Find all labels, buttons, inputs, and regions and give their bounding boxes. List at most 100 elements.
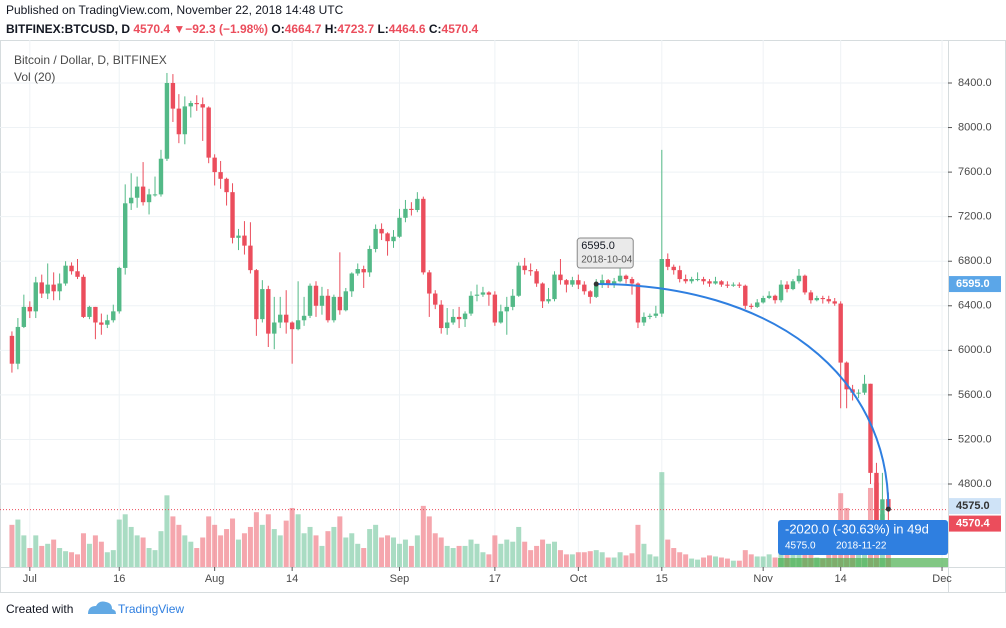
volume-bar xyxy=(271,529,277,567)
price-badge xyxy=(949,515,1001,532)
candle-body xyxy=(57,283,62,292)
candle-body xyxy=(772,295,778,301)
candle-body xyxy=(45,284,50,294)
measure-date: 2018-11-22 xyxy=(836,541,887,552)
y-tick-label: 6800.0 xyxy=(958,255,992,267)
volume-bar xyxy=(587,551,593,567)
candle-body xyxy=(820,297,825,300)
volume-bar xyxy=(164,495,170,567)
drawing: 6595.0 2018-10-04 -2020.0 (-30.63%) in 49d… xyxy=(0,237,948,567)
volume-bar xyxy=(712,556,718,567)
volume-bar xyxy=(599,552,605,567)
candle-body xyxy=(415,198,420,210)
volume-bar xyxy=(230,518,236,567)
candle-body xyxy=(146,194,152,203)
volume-bar xyxy=(486,554,492,567)
volume-bar xyxy=(104,552,110,567)
volume-bar xyxy=(63,551,69,567)
volume-bar xyxy=(641,543,647,567)
volume-bar xyxy=(718,557,724,567)
ohlc-label: C: xyxy=(429,22,442,36)
volume-bar xyxy=(343,537,349,567)
candle-body xyxy=(611,281,617,285)
volume-bar xyxy=(581,552,587,567)
candle-body xyxy=(641,316,647,323)
x-tick-label: Oct xyxy=(570,573,587,585)
volume-bar xyxy=(331,526,337,567)
candle-body xyxy=(206,107,211,158)
y-tick-label: 6400.0 xyxy=(958,300,992,312)
volume-bar xyxy=(683,554,689,567)
x-tick-label: 17 xyxy=(489,573,501,585)
candle-body xyxy=(152,194,158,196)
candle-body xyxy=(188,103,193,107)
candle-body xyxy=(379,228,384,234)
candle-body xyxy=(117,267,122,312)
candle-body xyxy=(69,265,74,272)
candle-body xyxy=(856,392,861,394)
candles xyxy=(9,72,891,549)
candle-body xyxy=(361,269,366,273)
volume-bar xyxy=(647,554,653,567)
volume-bar xyxy=(182,535,188,567)
price-badge-label: 6595.0 xyxy=(956,278,990,290)
measure-text: -2020.0 (-30.63%) in 49d xyxy=(785,521,929,536)
candle-body xyxy=(701,279,706,282)
candle-body xyxy=(63,265,68,284)
volume-bar xyxy=(325,531,331,567)
volume-bar xyxy=(379,537,385,567)
volume-bar xyxy=(605,557,611,567)
volume-bar xyxy=(510,541,516,567)
volume-bar xyxy=(701,557,707,567)
x-tick-label: 15 xyxy=(656,573,668,585)
candle-body xyxy=(182,106,188,135)
volume-bar xyxy=(546,543,552,567)
volume-bar xyxy=(528,550,534,567)
x-tick-label: Sep xyxy=(390,573,410,585)
candle-body xyxy=(462,313,468,320)
y-tick-label: 8000.0 xyxy=(958,121,992,133)
volume-bar xyxy=(474,543,480,567)
candle-body xyxy=(623,275,629,280)
candle-body xyxy=(230,192,235,238)
candle-body xyxy=(409,208,414,210)
volume-bar xyxy=(313,535,319,567)
volume-bar xyxy=(92,535,98,567)
candle-body xyxy=(534,271,539,284)
volume-bar xyxy=(349,533,355,567)
candle-body xyxy=(516,265,521,296)
volume-bar xyxy=(742,550,748,567)
x-tick-label: Aug xyxy=(205,573,225,585)
volume-bar xyxy=(766,554,772,567)
ohlc-value: 4664.7 xyxy=(285,22,322,36)
volume-bar xyxy=(551,541,557,567)
candle-body xyxy=(439,304,444,329)
candle-body xyxy=(629,279,635,284)
volume-bar xyxy=(760,556,766,567)
y-tick-label: 8400.0 xyxy=(958,77,992,89)
volume-bar xyxy=(289,507,295,567)
candle-body xyxy=(808,292,814,301)
candle-body xyxy=(582,284,587,292)
measure-box xyxy=(778,520,948,555)
candle-body xyxy=(93,306,98,323)
volume-bar xyxy=(259,524,265,567)
y-tick-label: 5200.0 xyxy=(958,433,992,445)
volume-bar xyxy=(611,557,617,567)
candle-body xyxy=(880,499,885,527)
candle-body xyxy=(540,283,545,302)
candle-body xyxy=(576,280,581,285)
volume-bar xyxy=(885,543,891,567)
ohlc-value: 4570.4 xyxy=(442,22,479,36)
anchor xyxy=(885,506,891,512)
volume-bar xyxy=(754,556,760,567)
candle-body xyxy=(862,383,867,393)
candle-body xyxy=(635,283,641,323)
legend-title: Bitcoin / Dollar, D, BITFINEX xyxy=(14,53,167,67)
volume-bar xyxy=(653,556,659,567)
volume-bar xyxy=(158,531,164,567)
callout-box xyxy=(576,237,634,269)
published: Published on TradingView.com, November 2… xyxy=(6,3,344,17)
candle-body xyxy=(480,292,486,295)
